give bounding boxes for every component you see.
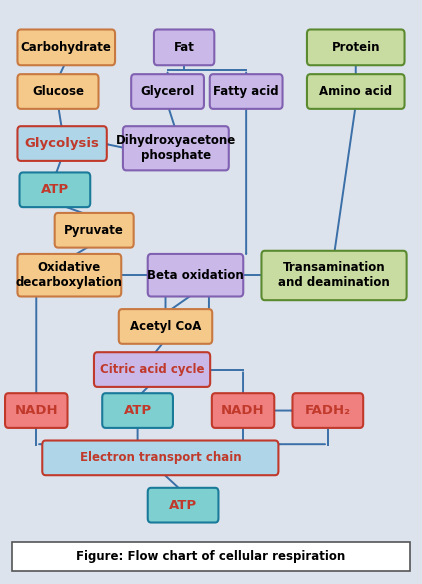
FancyBboxPatch shape	[102, 393, 173, 428]
Text: Glucose: Glucose	[32, 85, 84, 98]
Text: Carbohydrate: Carbohydrate	[21, 41, 112, 54]
FancyBboxPatch shape	[17, 29, 115, 65]
Text: Acetyl CoA: Acetyl CoA	[130, 320, 201, 333]
Text: Fatty acid: Fatty acid	[214, 85, 279, 98]
Text: Glycerol: Glycerol	[141, 85, 195, 98]
Text: NADH: NADH	[221, 404, 265, 417]
Text: FADH₂: FADH₂	[305, 404, 351, 417]
Text: Citric acid cycle: Citric acid cycle	[100, 363, 204, 376]
Text: Amino acid: Amino acid	[319, 85, 392, 98]
Text: Beta oxidation: Beta oxidation	[147, 269, 244, 281]
Text: Pyruvate: Pyruvate	[64, 224, 124, 237]
FancyBboxPatch shape	[17, 254, 121, 297]
FancyBboxPatch shape	[212, 393, 274, 428]
FancyBboxPatch shape	[13, 542, 409, 571]
FancyBboxPatch shape	[55, 213, 134, 248]
FancyBboxPatch shape	[119, 309, 212, 344]
Text: Protein: Protein	[332, 41, 380, 54]
Text: Transamination
and deamination: Transamination and deamination	[278, 262, 390, 290]
Text: Glycolysis: Glycolysis	[24, 137, 100, 150]
Text: ATP: ATP	[41, 183, 69, 196]
Text: Oxidative
decarboxylation: Oxidative decarboxylation	[16, 261, 123, 289]
FancyBboxPatch shape	[148, 488, 219, 523]
FancyBboxPatch shape	[42, 440, 279, 475]
Text: NADH: NADH	[14, 404, 58, 417]
FancyBboxPatch shape	[210, 74, 283, 109]
FancyBboxPatch shape	[17, 74, 98, 109]
FancyBboxPatch shape	[17, 126, 107, 161]
FancyBboxPatch shape	[123, 126, 229, 171]
Text: Dihydroxyacetone
phosphate: Dihydroxyacetone phosphate	[116, 134, 236, 162]
FancyBboxPatch shape	[19, 172, 90, 207]
Text: ATP: ATP	[124, 404, 151, 417]
Text: Figure: Flow chart of cellular respiration: Figure: Flow chart of cellular respirati…	[76, 550, 346, 563]
FancyBboxPatch shape	[154, 29, 214, 65]
Text: Fat: Fat	[174, 41, 195, 54]
FancyBboxPatch shape	[94, 352, 210, 387]
FancyBboxPatch shape	[307, 74, 405, 109]
Text: Electron transport chain: Electron transport chain	[79, 451, 241, 464]
FancyBboxPatch shape	[307, 29, 405, 65]
FancyBboxPatch shape	[148, 254, 243, 297]
FancyBboxPatch shape	[5, 393, 68, 428]
FancyBboxPatch shape	[131, 74, 204, 109]
Text: ATP: ATP	[169, 499, 197, 512]
FancyBboxPatch shape	[262, 251, 407, 300]
FancyBboxPatch shape	[292, 393, 363, 428]
